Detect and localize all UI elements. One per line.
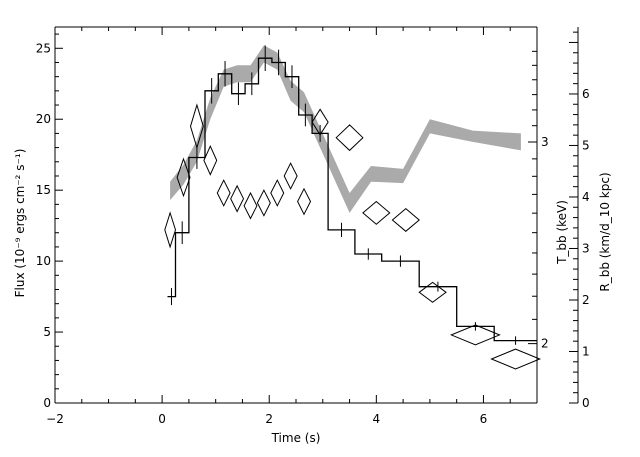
radius-diamond-marker [176, 157, 191, 198]
flux-tick-label: 10 [36, 254, 51, 268]
radius-diamond-marker [216, 179, 231, 207]
y-axis-label-radius: R_bb (km/d_10 kpc) [598, 172, 612, 291]
radius-tick-label: 1 [582, 344, 590, 358]
radius-diamond-marker [230, 184, 245, 213]
x-tick-label: −2 [46, 412, 64, 426]
x-tick-label: 4 [373, 412, 381, 426]
radius-diamond-marker [449, 324, 501, 346]
radius-diamond-marker [189, 103, 204, 150]
radius-diamond-marker [297, 187, 312, 216]
temperature-tick-label: 3 [541, 135, 549, 149]
temperature-band-layer [170, 45, 521, 213]
radius-diamond-marker [418, 281, 447, 303]
radius-tick-label: 2 [582, 293, 590, 307]
x-axis-label: Time (s) [271, 431, 321, 445]
radius-tick-label: 5 [582, 138, 590, 152]
flux-histogram-layer [167, 45, 537, 345]
radius-diamond-marker [490, 348, 542, 370]
radius-diamond-marker [362, 200, 391, 225]
x-tick-label: 0 [158, 412, 166, 426]
flux-tick-label: 20 [36, 112, 51, 126]
radius-diamond-marker [335, 124, 364, 152]
x-tick-label: 2 [265, 412, 273, 426]
flux-tick-label: 5 [43, 325, 51, 339]
temperature-tick-label: 2 [541, 337, 549, 351]
temperature-band [170, 45, 521, 213]
radius-diamond-marker [391, 207, 420, 232]
radius-diamond-layer [164, 103, 542, 370]
radius-diamond-marker [283, 162, 298, 190]
radius-diamond-marker [243, 191, 258, 220]
radius-diamond-marker [203, 144, 218, 176]
flux-tick-label: 0 [43, 396, 51, 410]
flux-tick-label: 25 [36, 41, 51, 55]
radius-diamond-marker [311, 108, 329, 136]
radius-diamond-marker [270, 179, 285, 207]
radius-tick-label: 6 [582, 87, 590, 101]
flux-tick-label: 15 [36, 183, 51, 197]
y-axis-label-temperature: T_bb (keV) [555, 200, 569, 265]
radius-tick-label: 3 [582, 241, 590, 255]
radius-diamond-marker [256, 189, 271, 217]
y-axis-label-flux: Flux (10⁻⁹ ergs cm⁻² s⁻¹) [13, 149, 27, 298]
radius-diamond-marker [164, 211, 177, 249]
x-tick-label: 6 [480, 412, 488, 426]
radius-tick-label: 4 [582, 190, 590, 204]
flux-histogram-line [167, 57, 537, 342]
radius-tick-label: 0 [582, 396, 590, 410]
axes-layer: −2 0 2 4 6 0 5 10 15 20 25 2 3 0 1 2 3 4 5 6 [36, 26, 590, 426]
